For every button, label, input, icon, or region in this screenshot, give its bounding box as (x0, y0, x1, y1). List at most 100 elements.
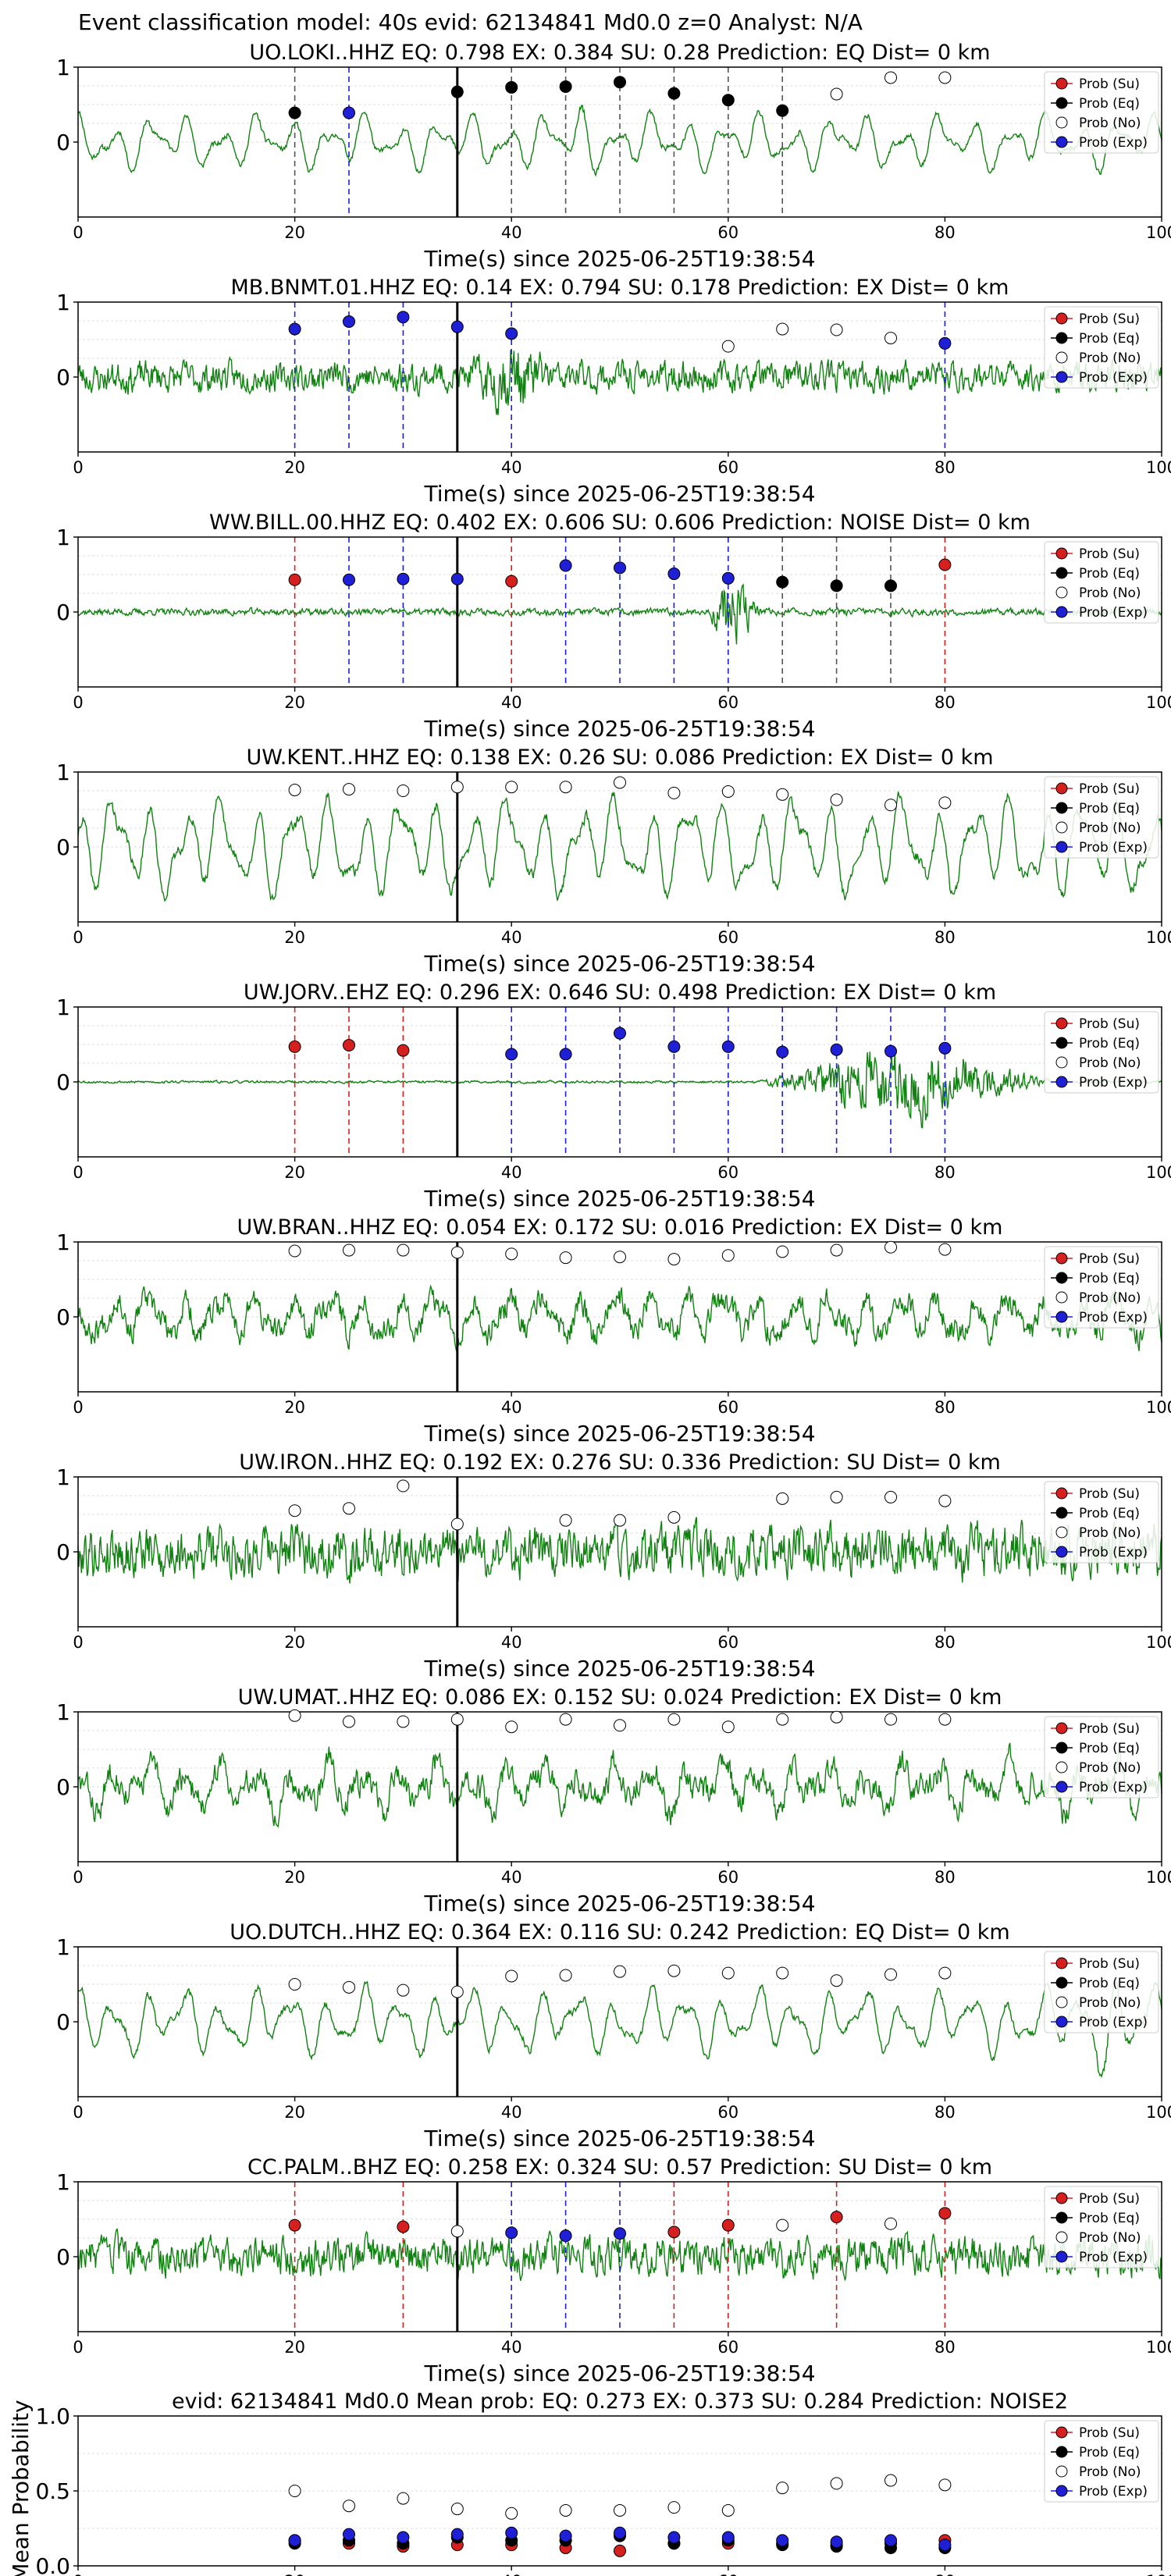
subplot-title: CC.PALM..BHZ EQ: 0.258 EX: 0.324 SU: 0.5… (247, 2155, 992, 2179)
legend: Prob (Su) Prob (Eq) Prob (No) Prob (Exp) (1044, 71, 1159, 154)
x-tick-label: 40 (501, 1868, 522, 1887)
y-tick-label: 1 (56, 525, 70, 550)
y-tick-label: 0 (56, 130, 70, 155)
x-tick-label: 60 (717, 2572, 739, 2576)
subplot-5: UW.JORV..EHZ EQ: 0.296 EX: 0.646 SU: 0.4… (56, 980, 1171, 1212)
prob-point (397, 785, 410, 797)
prob-point (397, 1715, 410, 1728)
prob-point (938, 558, 952, 571)
prob-point (559, 781, 572, 794)
legend-label: Prob (Su) (1079, 1486, 1140, 1502)
x-tick-label: 20 (284, 2338, 305, 2357)
y-tick-label: 0.0 (35, 2553, 70, 2576)
prob-point (884, 2217, 897, 2230)
legend-marker (1055, 332, 1068, 344)
prob-point (667, 2531, 681, 2544)
subplot-8: UW.UMAT..HHZ EQ: 0.086 EX: 0.152 SU: 0.0… (56, 1685, 1171, 1916)
prob-point (776, 575, 789, 589)
legend-marker (1055, 1976, 1068, 1989)
prob-point (938, 2207, 952, 2220)
x-tick-label: 40 (501, 2103, 522, 2122)
prob-point (721, 1249, 735, 1262)
legend-label: Prob (No) (1079, 585, 1141, 601)
prob-point (938, 1966, 952, 1980)
prob-point (288, 1244, 301, 1258)
legend-marker (1055, 2211, 1068, 2224)
prob-point (667, 2501, 681, 2514)
x-tick-label: 40 (501, 693, 522, 712)
x-tick-label: 0 (73, 458, 83, 477)
prob-point (450, 85, 464, 98)
legend-box (1044, 2420, 1159, 2503)
subplot-6: UW.BRAN..HHZ EQ: 0.054 EX: 0.172 SU: 0.0… (56, 1215, 1171, 1446)
x-tick-label: 0 (73, 1633, 83, 1652)
prob-point (450, 1517, 464, 1531)
legend-marker (1055, 312, 1068, 325)
prob-point (938, 71, 952, 84)
y-axis-label: Mean Probability (8, 2400, 34, 2576)
subplot-9: UO.DUTCH..HHZ EQ: 0.364 EX: 0.116 SU: 0.… (56, 1920, 1171, 2151)
legend-label: Prob (Eq) (1079, 566, 1140, 582)
x-tick-label: 40 (501, 1633, 522, 1652)
prob-point (776, 2534, 789, 2547)
legend-label: Prob (Su) (1079, 1721, 1140, 1737)
prob-point (721, 2531, 735, 2544)
prob-point (776, 1492, 789, 1505)
waveform-trace (77, 2228, 1162, 2282)
subplot-11: evid: 62134841 Md0.0 Mean prob: EQ: 0.27… (8, 2389, 1171, 2576)
prob-point (830, 2477, 843, 2490)
x-tick-label: 0 (73, 693, 83, 712)
prob-point (614, 776, 626, 789)
prob-point (884, 1044, 897, 1058)
prob-point (288, 1040, 301, 1053)
legend-label: Prob (No) (1079, 1995, 1141, 2011)
prob-point (450, 2503, 464, 2516)
waveform-trace (77, 792, 1162, 902)
legend-marker (1055, 2016, 1068, 2028)
prob-point (343, 2500, 355, 2513)
prob-point (721, 1040, 735, 1053)
prob-point (450, 1713, 464, 1726)
y-tick-label: 0 (56, 2009, 70, 2035)
prob-point (667, 1713, 681, 1726)
prob-point (343, 1244, 355, 1257)
legend-marker (1055, 1507, 1068, 1519)
x-tick-label: 100 (1146, 2572, 1171, 2576)
waveform-trace (77, 1517, 1162, 1584)
legend-marker (1055, 371, 1068, 383)
legend: Prob (Su) Prob (Eq) Prob (No) Prob (Exp) (1044, 541, 1159, 624)
prob-point (938, 2539, 952, 2552)
prob-point (614, 1026, 626, 1040)
prob-point (450, 2528, 464, 2541)
prob-point (288, 1504, 301, 1517)
x-tick-label: 0 (73, 2572, 83, 2576)
prob-point (343, 1715, 355, 1728)
legend-label: Prob (Exp) (1079, 840, 1148, 856)
prob-point (614, 1514, 626, 1527)
x-tick-label: 100 (1146, 1868, 1171, 1887)
y-tick-label: 0 (56, 2244, 70, 2270)
legend-label: Prob (Eq) (1079, 1976, 1140, 1991)
prob-point (938, 1041, 952, 1055)
legend-marker (1055, 1996, 1068, 2008)
legend-label: Prob (Su) (1079, 2191, 1140, 2207)
legend-marker (1055, 2231, 1068, 2243)
legend-label: Prob (Su) (1079, 76, 1140, 92)
prob-point (884, 1713, 897, 1726)
subplot-title: WW.BILL.00.HHZ EQ: 0.402 EX: 0.606 SU: 0… (209, 511, 1030, 535)
x-tick-label: 20 (284, 693, 305, 712)
legend: Prob (Su) Prob (Eq) Prob (No) Prob (Exp) (1044, 306, 1159, 389)
x-tick-label: 100 (1146, 693, 1171, 712)
legend-marker (1055, 1957, 1068, 1969)
x-tick-label: 60 (717, 1398, 739, 1417)
legend: Prob (Su) Prob (Eq) Prob (No) Prob (Exp) (1044, 1951, 1159, 2033)
x-tick-label: 40 (501, 223, 522, 242)
legend-label: Prob (Eq) (1079, 1741, 1140, 1756)
x-tick-label: 40 (501, 2338, 522, 2357)
legend-marker (1055, 821, 1068, 834)
prob-point (667, 1964, 681, 1977)
prob-point (450, 1985, 464, 1998)
prob-point (288, 573, 301, 586)
legend-label: Prob (Su) (1079, 1956, 1140, 1972)
